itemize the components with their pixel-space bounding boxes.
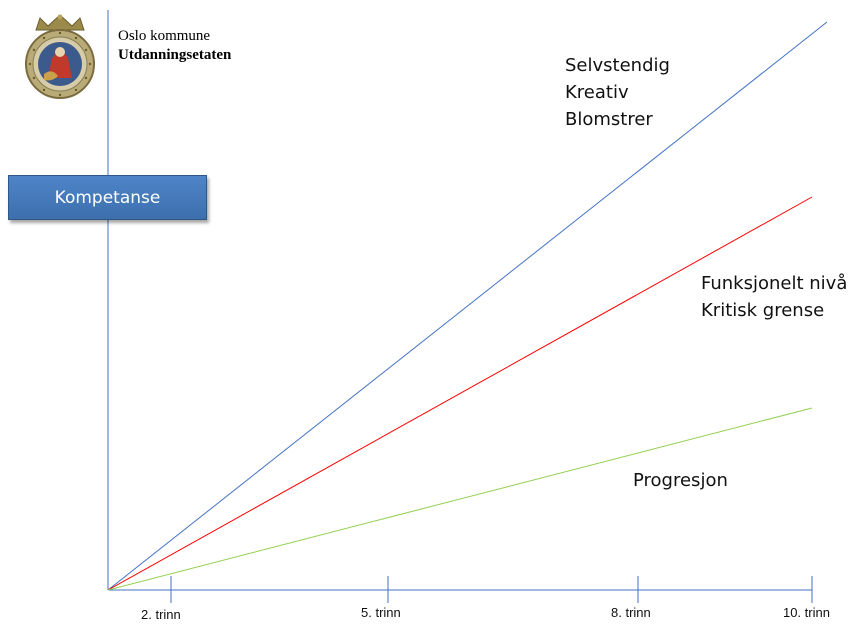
org-name: Oslo kommune	[118, 28, 211, 44]
x-tick-label-5-trinn: 5. trinn	[361, 605, 401, 620]
blue-line	[107, 21, 828, 591]
blue-label-1: Selvstendig	[565, 55, 670, 76]
oslo-seal-logo	[22, 12, 98, 102]
red-line-labels: Funksjonelt nivå Kritisk grense	[701, 270, 847, 324]
x-tick-label-8-trinn: 8. trinn	[611, 605, 651, 620]
blue-label-3: Blomstrer	[565, 109, 653, 130]
blue-label-2: Kreativ	[565, 82, 629, 103]
green-line-labels: Progresjon	[633, 467, 728, 494]
green-label-1: Progresjon	[633, 470, 728, 491]
blue-line-labels: Selvstendig Kreativ Blomstrer	[565, 52, 670, 133]
x-tick-label-2-trinn: 2. trinn	[141, 607, 181, 622]
green-line	[107, 407, 813, 591]
department-name: Utdanningsetaten	[118, 47, 232, 63]
kompetanse-box: Kompetanse	[8, 175, 207, 220]
x-tick-label-10-trinn: 10. trinn	[783, 605, 830, 620]
red-label-2: Kritisk grense	[701, 300, 825, 321]
header: Oslo kommune Utdanningsetaten	[118, 27, 231, 65]
red-label-1: Funksjonelt nivå	[701, 273, 848, 294]
red-line	[107, 196, 813, 591]
